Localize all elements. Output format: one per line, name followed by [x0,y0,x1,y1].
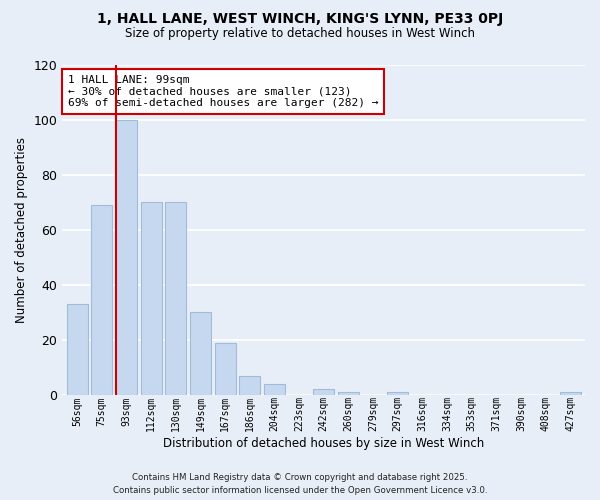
Bar [116,120,137,395]
Y-axis label: Number of detached properties: Number of detached properties [15,137,28,323]
Bar [67,304,88,395]
Bar [387,392,408,395]
Bar [560,392,581,395]
Bar [140,202,161,395]
Text: 1 HALL LANE: 99sqm
← 30% of detached houses are smaller (123)
69% of semi-detach: 1 HALL LANE: 99sqm ← 30% of detached hou… [68,75,378,108]
X-axis label: Distribution of detached houses by size in West Winch: Distribution of detached houses by size … [163,437,484,450]
Bar [215,342,236,395]
Bar [165,202,186,395]
Text: Contains HM Land Registry data © Crown copyright and database right 2025.
Contai: Contains HM Land Registry data © Crown c… [113,473,487,495]
Text: Size of property relative to detached houses in West Winch: Size of property relative to detached ho… [125,28,475,40]
Bar [264,384,285,395]
Bar [190,312,211,395]
Bar [91,205,112,395]
Bar [338,392,359,395]
Bar [239,376,260,395]
Bar [313,390,334,395]
Text: 1, HALL LANE, WEST WINCH, KING'S LYNN, PE33 0PJ: 1, HALL LANE, WEST WINCH, KING'S LYNN, P… [97,12,503,26]
